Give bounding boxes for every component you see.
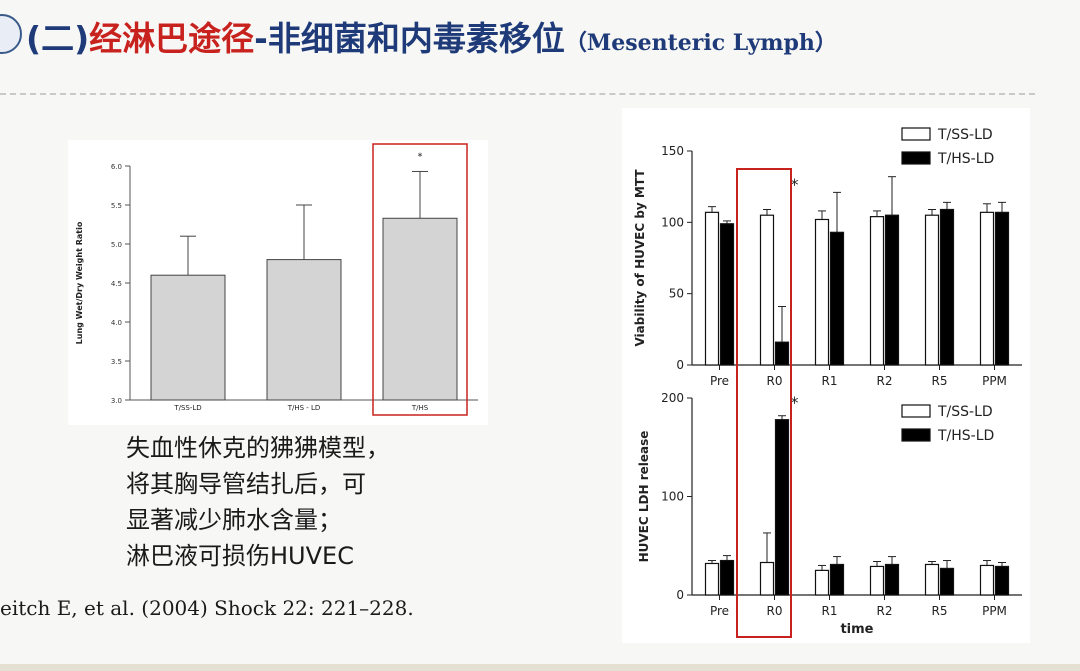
y-tick-label: 6.0	[111, 163, 122, 171]
y-tick-label: 100	[661, 490, 684, 504]
legend-label: T/HS-LD	[937, 428, 994, 444]
lung-ratio-chart: 3.0 3.5 4.0 4.5 5.0 5.5 6.0 Lung Wet/Dry Weight…	[75, 143, 478, 416]
note-line: 显著减少肺水含量；	[126, 506, 342, 534]
x-tick-label: R2	[877, 374, 893, 388]
y-tick-label: 3.0	[111, 397, 122, 405]
legend-swatch	[901, 151, 931, 165]
title-prefix: (二)	[26, 19, 90, 58]
bar-T/HS-LD-Pre	[719, 559, 735, 596]
x-tick-label: R5	[932, 374, 948, 388]
legend-swatch	[901, 428, 931, 442]
y-tick-label: 150	[661, 144, 684, 158]
bar-T/HS-LD-R5	[939, 567, 955, 596]
x-tick-label: R0	[767, 374, 783, 388]
footer-band	[0, 664, 1080, 671]
x-tick-label: R1	[822, 604, 838, 618]
y-tick-label: 0	[676, 588, 684, 602]
bar-T/HS-LD-R0	[774, 341, 790, 366]
viability-chart: 0 50 100 150 Viability of HUVEC by MTT Pre R0 R…	[633, 127, 1022, 388]
note-line: 将其胸导管结扎后，可	[126, 470, 366, 498]
r0-highlight-box	[736, 168, 792, 638]
y-axis-title: Lung Wet/Dry Weight Ratio	[75, 221, 84, 344]
y-tick-label: 0	[676, 358, 684, 372]
y-tick-label: 50	[669, 287, 684, 301]
x-tick-label: T/HS - LD	[287, 404, 321, 412]
right-figure-panel: 0 50 100 150 Viability of HUVEC by MTT Pre R0 R…	[622, 108, 1030, 643]
slide-title: (二)经淋巴途径-非细菌和内毒素移位（Mesenteric Lymph）	[26, 14, 837, 64]
bar-T/SS-LD-R5	[924, 563, 940, 596]
institution-logo	[0, 14, 22, 54]
bar-T/HS-LD-R0	[774, 419, 790, 596]
note-line: 失血性休克的狒狒模型，	[126, 434, 390, 462]
title-highlight: 经淋巴途径	[89, 19, 255, 58]
y-tick-label: 4.0	[111, 319, 122, 327]
title-divider	[0, 93, 1035, 95]
y-axis-title: Viability of HUVEC by MTT	[633, 169, 647, 347]
bar-T/HS-LD-R1	[829, 563, 845, 596]
bar-T/HS-LD-R2	[884, 214, 900, 366]
y-tick-label: 3.5	[111, 358, 122, 366]
bar-T/SS-LD-R1	[814, 218, 830, 366]
bar-T/HS-LD-R5	[939, 208, 955, 366]
x-tick-label: PPM	[982, 604, 1007, 618]
legend-swatch	[901, 404, 931, 418]
bar-T/HS-LD-PPM	[994, 211, 1010, 366]
x-tick-label: Pre	[710, 374, 729, 388]
bar-T/HS-LD-R1	[829, 231, 845, 366]
x-tick-label: T/HS	[411, 404, 429, 412]
bar-T/SS-LD-PPM	[979, 564, 995, 596]
title-english: （Mesenteric Lymph）	[564, 30, 837, 56]
y-tick-label: 5.5	[111, 202, 122, 210]
bar-0	[150, 274, 226, 401]
highlight-box	[372, 143, 468, 416]
left-figure-panel: 3.0 3.5 4.0 4.5 5.0 5.5 6.0 Lung Wet/Dry Weight…	[68, 140, 488, 425]
bar-T/SS-LD-R5	[924, 214, 940, 366]
bar-T/HS-LD-R2	[884, 563, 900, 596]
legend-label: T/SS-LD	[937, 127, 993, 143]
x-axis-title: time	[840, 622, 873, 637]
legend-swatch	[901, 127, 931, 141]
significance-marker: *	[791, 175, 799, 194]
bar-T/SS-LD-Pre	[704, 211, 720, 366]
y-tick-label: 100	[661, 215, 684, 229]
bar-2	[382, 217, 458, 401]
x-tick-label: R5	[932, 604, 948, 618]
explanation-text: 失血性休克的狒狒模型， 将其胸导管结扎后，可 显著减少肺水含量； 淋巴液可损伤H…	[126, 430, 486, 574]
x-tick-label: PPM	[982, 374, 1007, 388]
bar-T/SS-LD-R2	[869, 565, 885, 596]
x-tick-label: T/SS-LD	[173, 404, 201, 412]
bar-T/HS-LD-PPM	[994, 565, 1010, 596]
bar-T/SS-LD-Pre	[704, 562, 720, 596]
x-tick-label: R0	[767, 604, 783, 618]
citation: eitch E, et al. (2004) Shock 22: 221–228…	[0, 596, 414, 620]
title-main: -非细菌和内毒素移位	[254, 19, 565, 58]
bar-T/SS-LD-R1	[814, 569, 830, 596]
y-tick-label: 4.5	[111, 280, 122, 288]
bar-T/SS-LD-R2	[869, 216, 885, 366]
bar-T/SS-LD-R0	[759, 561, 775, 596]
legend-label: T/SS-LD	[937, 404, 993, 420]
y-tick-label: 200	[661, 391, 684, 405]
y-tick-label: 5.0	[111, 241, 122, 249]
x-tick-label: Pre	[710, 604, 729, 618]
x-tick-label: R2	[877, 604, 893, 618]
bar-T/SS-LD-R0	[759, 214, 775, 366]
note-line: 淋巴液可损伤HUVEC	[126, 542, 354, 570]
ldh-chart: 0 100 200 HUVEC LDH release Pre R0 R1 R2 R5 PPM T/…	[637, 391, 1022, 637]
x-tick-label: R1	[822, 374, 838, 388]
significance-marker: *	[791, 393, 799, 412]
bar-T/HS-LD-Pre	[719, 223, 735, 366]
legend-label: T/HS-LD	[937, 151, 994, 167]
y-axis-title: HUVEC LDH release	[637, 431, 651, 563]
bar-T/SS-LD-PPM	[979, 211, 995, 366]
bar-1	[266, 259, 342, 401]
significance-marker: *	[418, 151, 423, 162]
